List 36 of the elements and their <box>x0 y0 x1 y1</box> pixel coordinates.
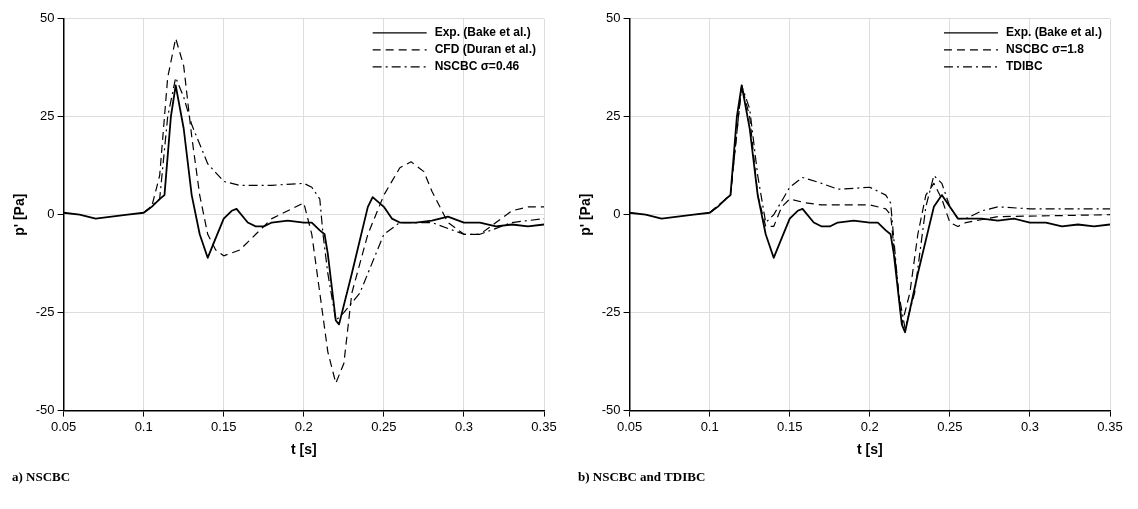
x-tick-label: 0.2 <box>294 418 313 434</box>
y-tick-label: 0 <box>47 206 55 222</box>
x-tick-label: 0.15 <box>211 418 237 434</box>
x-tick-label: 0.05 <box>50 418 77 434</box>
x-tick-label: 0.05 <box>616 418 643 434</box>
x-tick-label: 0.15 <box>777 418 803 434</box>
y-axis-title: p' [Pa] <box>577 193 594 236</box>
y-tick-label: 50 <box>40 10 55 26</box>
x-tick-label: 0.3 <box>1020 418 1039 434</box>
x-tick-label: 0.35 <box>531 418 557 434</box>
y-tick-label: 50 <box>606 10 621 26</box>
x-tick-label: 0.25 <box>937 418 963 434</box>
x-tick-label: 0.1 <box>700 418 719 434</box>
y-tick-label: 25 <box>40 108 55 124</box>
x-tick-label: 0.2 <box>860 418 879 434</box>
text: a) NSCBC <box>12 469 72 485</box>
x-tick-label: 0.1 <box>134 418 153 434</box>
x-tick-label: 0.25 <box>371 418 397 434</box>
x-tick-label: 0.35 <box>1097 418 1123 434</box>
x-axis-title: t [s] <box>290 441 317 458</box>
legend-label: CFD (Duran et al.) <box>434 42 537 57</box>
legend-label: Exp. (Bake et al.) <box>434 25 531 40</box>
x-axis-title: t [s] <box>856 441 883 458</box>
legend-label: Exp. (Bake et al.) <box>1005 25 1103 40</box>
y-tick-label: -50 <box>601 402 621 418</box>
text: b) NSCBC and TDIBC <box>578 469 707 485</box>
y-tick-label: -25 <box>601 304 621 320</box>
y-tick-label: 25 <box>606 108 621 124</box>
x-tick-label: 0.3 <box>454 418 473 434</box>
y-tick-label: -50 <box>35 402 55 418</box>
y-axis-title: p' [Pa] <box>11 193 28 236</box>
y-tick-label: -25 <box>35 304 55 320</box>
legend-label: NSCBC σ=0.46 <box>434 59 520 74</box>
y-tick-label: 0 <box>613 206 621 222</box>
legend-label: NSCBC σ=1.8 <box>1005 42 1085 57</box>
legend-label: TDIBC <box>1005 59 1043 74</box>
